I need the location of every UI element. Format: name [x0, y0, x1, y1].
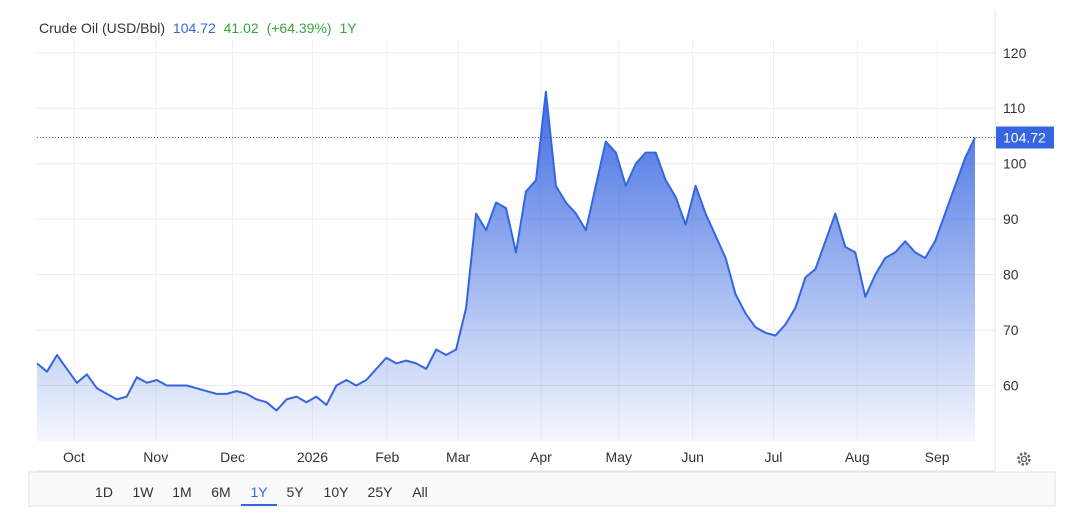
y-tick-label: 80 [1003, 267, 1019, 283]
range-button[interactable]: 1D [95, 484, 113, 500]
y-tick-label: 100 [1003, 156, 1027, 172]
change: 41.02 [224, 20, 259, 36]
header-line: Crude Oil (USD/Bbl) 104.72 41.02 (+64.39… [39, 20, 357, 36]
x-tick-label: Feb [375, 449, 399, 465]
range-button[interactable]: 1M [172, 484, 191, 500]
x-tick-label: Dec [220, 449, 245, 465]
y-tick-label: 90 [1003, 211, 1019, 227]
area-fill [37, 91, 975, 441]
range-bar [28, 471, 1056, 507]
x-tick-label: Mar [446, 449, 470, 465]
x-tick-label: Aug [845, 449, 870, 465]
x-tick-label: May [606, 449, 632, 465]
range-button-label: 1M [172, 484, 191, 500]
y-tick-label: 110 [1003, 100, 1026, 116]
range-button-label: All [412, 484, 428, 500]
x-tick-label: Apr [530, 449, 552, 465]
y-tick-label: 120 [1003, 45, 1027, 61]
change-percent: (+64.39%) [267, 20, 332, 36]
last-price-label: 104.72 [1003, 130, 1046, 146]
range-button[interactable]: All [412, 484, 428, 500]
price-line [36, 90, 976, 412]
range-button-label: 10Y [324, 484, 350, 500]
range-button-label: 1D [95, 484, 113, 500]
x-tick-label: Jul [765, 449, 783, 465]
range-button[interactable]: 6M [211, 484, 230, 500]
y-tick-label: 60 [1003, 378, 1019, 394]
range-button-label: 25Y [368, 484, 394, 500]
range-button-label: 1W [133, 484, 155, 500]
x-tick-label: Oct [63, 449, 85, 465]
range-button[interactable]: 25Y [368, 484, 394, 500]
settings-gear[interactable] [1017, 452, 1031, 466]
y-tick-label: 70 [1003, 322, 1019, 338]
range-button[interactable]: 10Y [324, 484, 350, 500]
x-tick-label: Sep [925, 449, 950, 465]
range-button[interactable]: 5Y [286, 484, 304, 500]
x-tick-label: Jun [681, 449, 704, 465]
range-button[interactable]: 1Y [241, 484, 277, 506]
period: 1Y [339, 20, 357, 36]
header: Crude Oil (USD/Bbl) 104.72 41.02 (+64.39… [39, 20, 357, 36]
x-tick-label: Nov [143, 449, 168, 465]
range-button-label: 1Y [250, 484, 268, 500]
range-button-label: 6M [211, 484, 230, 500]
x-tick-label: 2026 [297, 449, 328, 465]
range-button-label: 5Y [286, 484, 304, 500]
last-price-box [996, 126, 1054, 149]
range-button[interactable]: 1W [133, 484, 155, 500]
price: 104.72 [173, 20, 216, 36]
title: Crude Oil (USD/Bbl) [39, 20, 165, 36]
